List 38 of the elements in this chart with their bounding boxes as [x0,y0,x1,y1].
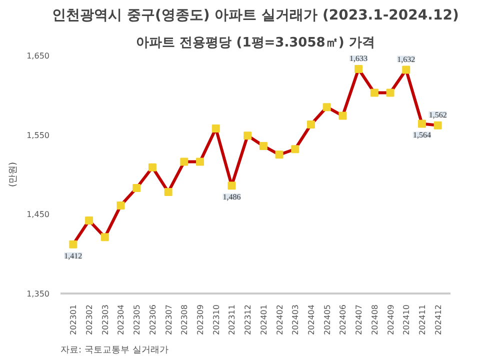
y-tick-label: 1,550 [26,130,50,140]
x-tick-label: 202410 [402,304,412,336]
x-tick-label: 202404 [306,304,316,336]
x-tick-label: 202412 [434,304,443,336]
y-tick-label: 1,350 [26,290,50,298]
x-tick-label: 202403 [291,304,300,336]
data-label: 1,564 [412,130,431,140]
chart-subtitle: 아파트 전용평당 (1평=3.3058㎡) 가격 [136,36,375,50]
data-label: 1,633 [350,54,368,63]
x-tick-label: 202312 [244,304,253,336]
x-tick-label: 202310 [212,304,221,336]
chart-title: 인천광역시 중구(영종도) 아파트 실거래가 (2023.1-2024.12) [52,8,459,24]
x-tick-label: 202409 [386,304,396,336]
x-tick-label: 202401 [259,304,268,336]
x-tick-label: 202307 [164,304,174,336]
data-label: 1,632 [397,54,416,64]
data-label: 1,562 [428,110,447,120]
x-tick-label: 202309 [196,304,206,336]
x-tick-label: 202303 [100,304,110,336]
x-tick-label: 202406 [338,304,348,336]
y-tick-label: 1,650 [26,52,50,60]
x-tick-label: 202306 [148,304,158,336]
x-tick-label: 202408 [370,304,380,336]
data-label: 1,412 [64,251,82,260]
x-tick-label: 202308 [180,304,190,336]
data-label: 1,486 [222,192,241,202]
x-tick-label: 202305 [132,304,142,336]
y-axis-title: (만원) [8,162,19,188]
text: 자료: 국토교통부 실거래가 [60,346,168,356]
x-tick-label: 202311 [228,304,237,336]
x-tick-label: 202405 [322,304,332,336]
x-tick-label: 202411 [418,304,427,336]
y-tick-label: 1,450 [26,210,50,220]
x-tick-label: 202402 [275,304,284,336]
x-tick-label: 202301 [69,304,78,336]
x-tick-label: 202304 [116,304,126,336]
x-tick-label: 202407 [354,304,364,336]
x-tick-label: 202302 [85,304,94,336]
